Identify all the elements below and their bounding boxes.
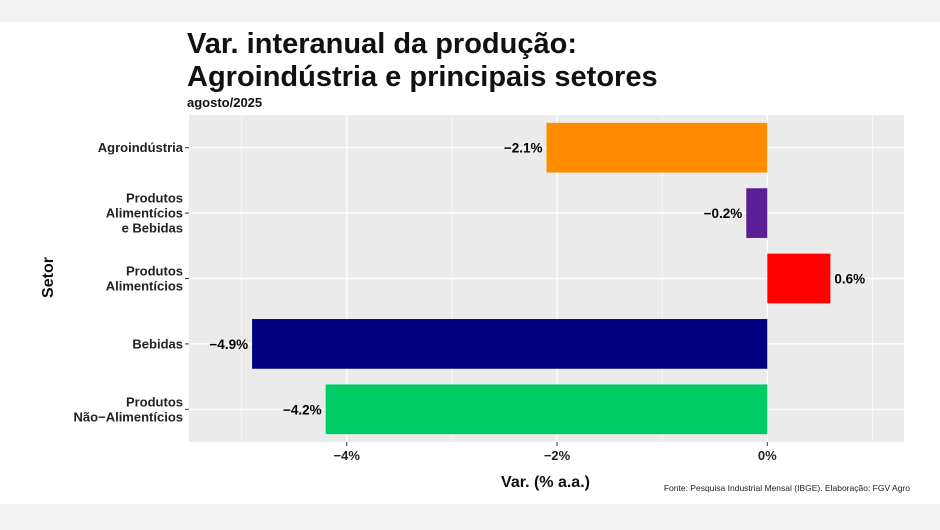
category-label: Produtos Alimentícios: [106, 264, 183, 294]
category-label: Agroindústria: [98, 140, 184, 155]
data-label: −4.2%: [283, 402, 322, 417]
bar: [767, 253, 831, 304]
category-label: Bebidas: [132, 336, 183, 351]
bar: [325, 384, 768, 435]
x-tick-label: 0%: [758, 448, 777, 463]
bar: [746, 188, 768, 238]
chart-title-line-2: Agroindústria e principais setores: [187, 61, 658, 93]
data-label: 0.6%: [834, 272, 865, 287]
y-axis-label: Setor: [40, 257, 57, 298]
data-label: −0.2%: [704, 206, 743, 221]
chart-title: Var. interanual da produção: Agroindústr…: [187, 28, 658, 94]
x-tick-label: −2%: [544, 448, 571, 463]
source-caption: Fonte: Pesquisa Industrial Mensal (IBGE)…: [663, 483, 910, 493]
x-axis-label: Var. (% a.a.): [501, 474, 590, 491]
data-label: −2.1%: [504, 141, 543, 156]
bar: [252, 319, 768, 369]
x-tick-label: −4%: [334, 448, 361, 463]
bar: [546, 122, 768, 173]
chart-subtitle: agosto/2025: [187, 95, 263, 110]
chart-title-line-1: Var. interanual da produção:: [187, 28, 577, 60]
category-label: Produtos Alimentícios e Bebidas: [106, 191, 183, 236]
category-label: Produtos Não−Alimentícios: [74, 394, 183, 424]
data-label: −4.9%: [209, 337, 248, 352]
